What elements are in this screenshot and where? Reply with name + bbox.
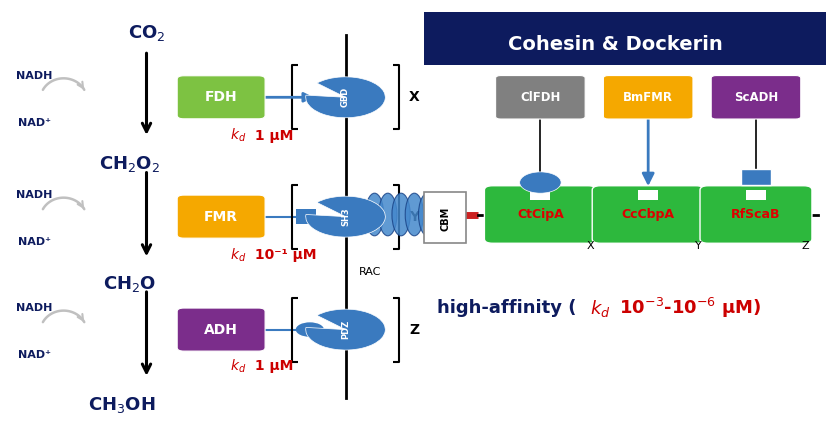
FancyBboxPatch shape bbox=[496, 76, 585, 119]
Text: ScADH: ScADH bbox=[734, 91, 778, 104]
Text: FDH: FDH bbox=[205, 90, 237, 104]
Text: Z: Z bbox=[802, 241, 810, 251]
Text: NADH: NADH bbox=[17, 190, 52, 200]
Text: FMR: FMR bbox=[204, 210, 238, 224]
Text: CtCipA: CtCipA bbox=[517, 208, 564, 221]
Text: CcCbpA: CcCbpA bbox=[622, 208, 675, 221]
Text: BmFMR: BmFMR bbox=[623, 91, 673, 104]
FancyBboxPatch shape bbox=[424, 192, 466, 244]
Text: 1 μM: 1 μM bbox=[250, 359, 294, 373]
Text: NAD⁺: NAD⁺ bbox=[18, 118, 51, 128]
Bar bbox=[295, 209, 316, 224]
Text: GBD: GBD bbox=[341, 87, 350, 107]
Text: X: X bbox=[587, 241, 594, 251]
Circle shape bbox=[295, 322, 324, 337]
FancyBboxPatch shape bbox=[177, 76, 265, 119]
Text: CH$_2$O: CH$_2$O bbox=[103, 274, 156, 293]
Text: PDZ: PDZ bbox=[341, 320, 350, 339]
FancyBboxPatch shape bbox=[638, 190, 658, 200]
FancyBboxPatch shape bbox=[711, 76, 800, 119]
Ellipse shape bbox=[379, 193, 397, 236]
Text: Cohesin & Dockerin: Cohesin & Dockerin bbox=[508, 34, 722, 54]
Text: Y: Y bbox=[409, 210, 419, 224]
Text: ADH: ADH bbox=[204, 323, 238, 337]
Text: RfScaB: RfScaB bbox=[731, 208, 780, 221]
Wedge shape bbox=[305, 77, 385, 118]
Text: 10$^{-3}$-10$^{-6}$ μM): 10$^{-3}$-10$^{-6}$ μM) bbox=[613, 296, 762, 320]
Text: $\mathit{k_d}$: $\mathit{k_d}$ bbox=[230, 357, 246, 375]
Ellipse shape bbox=[418, 193, 437, 236]
FancyBboxPatch shape bbox=[177, 195, 265, 238]
Ellipse shape bbox=[365, 193, 384, 236]
Text: NAD⁺: NAD⁺ bbox=[18, 237, 51, 247]
Wedge shape bbox=[305, 196, 385, 237]
Text: CBM: CBM bbox=[440, 207, 450, 231]
FancyBboxPatch shape bbox=[484, 186, 597, 243]
Text: Y: Y bbox=[695, 241, 701, 251]
Wedge shape bbox=[305, 309, 385, 350]
Text: SH3: SH3 bbox=[341, 207, 350, 226]
Text: CH$_3$OH: CH$_3$OH bbox=[88, 396, 156, 415]
Text: CO$_2$: CO$_2$ bbox=[128, 23, 166, 43]
Text: 10⁻¹ μM: 10⁻¹ μM bbox=[250, 248, 317, 262]
FancyBboxPatch shape bbox=[592, 186, 704, 243]
Text: $\mathit{k_d}$: $\mathit{k_d}$ bbox=[230, 127, 246, 144]
Ellipse shape bbox=[405, 193, 423, 236]
Text: $\mathit{k_d}$: $\mathit{k_d}$ bbox=[590, 298, 611, 319]
Text: $\mathit{k_d}$: $\mathit{k_d}$ bbox=[230, 246, 246, 264]
Text: high-affinity (: high-affinity ( bbox=[437, 299, 577, 317]
Text: 1 μM: 1 μM bbox=[250, 129, 294, 143]
FancyBboxPatch shape bbox=[603, 76, 693, 119]
Text: NADH: NADH bbox=[17, 303, 52, 313]
Text: Z: Z bbox=[409, 323, 419, 337]
Text: NAD⁺: NAD⁺ bbox=[18, 350, 51, 360]
FancyBboxPatch shape bbox=[746, 190, 766, 200]
Text: X: X bbox=[409, 90, 419, 104]
Text: ClFDH: ClFDH bbox=[520, 91, 561, 104]
FancyBboxPatch shape bbox=[177, 308, 265, 351]
Text: RAC: RAC bbox=[359, 267, 382, 277]
Ellipse shape bbox=[392, 193, 410, 236]
FancyBboxPatch shape bbox=[424, 12, 826, 65]
Text: NADH: NADH bbox=[17, 71, 52, 81]
FancyBboxPatch shape bbox=[531, 190, 550, 200]
Text: CH$_2$O$_2$: CH$_2$O$_2$ bbox=[99, 154, 161, 174]
Bar bbox=[741, 169, 771, 184]
Circle shape bbox=[520, 172, 561, 193]
FancyBboxPatch shape bbox=[700, 186, 812, 243]
